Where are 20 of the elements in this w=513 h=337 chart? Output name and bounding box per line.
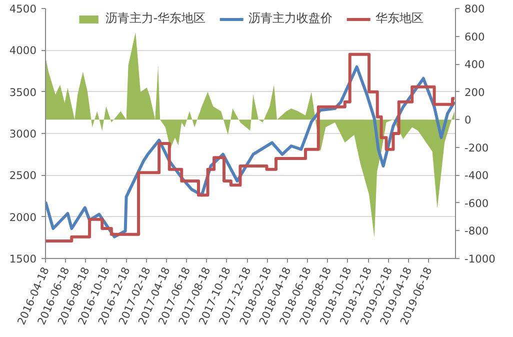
y2-tick-label: -200 (464, 141, 489, 154)
y-tick-label: 3000 (9, 128, 37, 140)
legend-label: 沥青主力-华东地区 (105, 10, 206, 27)
y2-tick-label: 400 (464, 58, 486, 72)
y2-tick-label: -1000 (464, 252, 496, 266)
y-tick-label: 2500 (9, 169, 37, 182)
y2-tick-label: 0 (464, 114, 472, 127)
y2-tick-label: -600 (464, 196, 489, 210)
y2-tick-label: 800 (464, 2, 486, 16)
y-tick-label: 2000 (9, 210, 37, 224)
y2-tick-label: 600 (464, 30, 486, 44)
y-tick-label: 3500 (9, 86, 37, 99)
y-tick-label: 4500 (9, 2, 37, 16)
legend-label: 沥青主力收盘价 (248, 10, 333, 27)
legend-label: 华东地区 (376, 10, 424, 27)
y2-tick-label: -800 (464, 224, 489, 238)
y2-tick-label: -400 (464, 169, 489, 182)
y-tick-label: 4000 (9, 44, 37, 58)
y2-tick-label: 200 (464, 86, 486, 99)
y-tick-label: 1500 (9, 252, 37, 266)
